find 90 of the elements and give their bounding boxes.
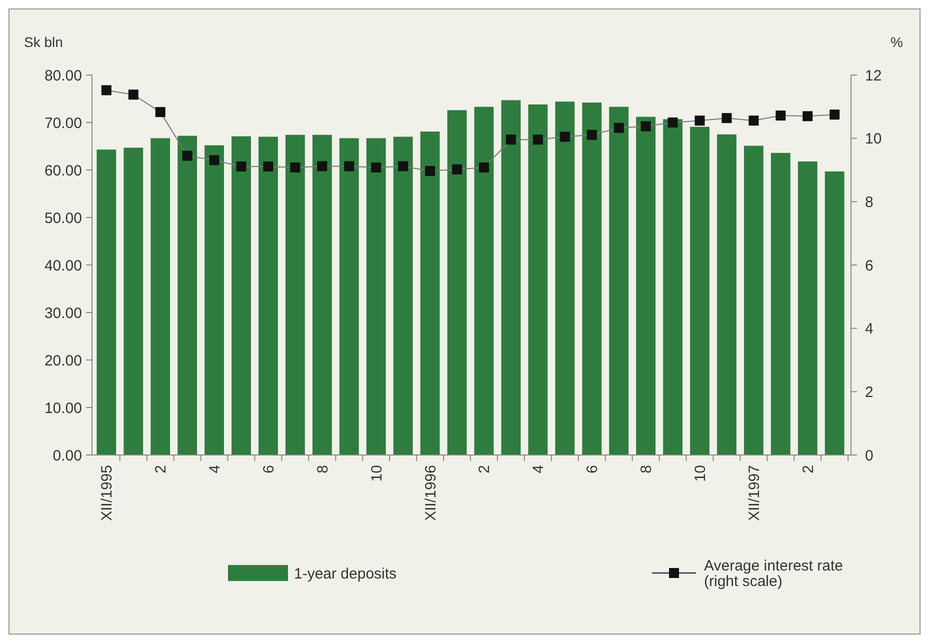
point bbox=[506, 134, 516, 145]
point bbox=[236, 162, 246, 172]
point bbox=[614, 122, 624, 133]
y-tick-label: 50.00 bbox=[44, 210, 82, 227]
bar bbox=[824, 171, 844, 455]
point bbox=[748, 116, 759, 126]
point bbox=[586, 130, 597, 140]
y2-tick-label: 8 bbox=[865, 194, 874, 211]
y2-tick-label: 6 bbox=[865, 257, 874, 274]
point bbox=[802, 111, 813, 122]
point bbox=[830, 110, 840, 120]
x-tick-label: XII/1995 bbox=[98, 465, 116, 521]
legend-label: Average interest rate (right scale) bbox=[704, 557, 843, 590]
y-tick-label: 10.00 bbox=[44, 400, 82, 417]
point bbox=[722, 113, 732, 124]
y-tick-label: 0.00 bbox=[52, 447, 82, 464]
x-tick-label: 2 bbox=[152, 465, 170, 474]
bar bbox=[501, 100, 521, 455]
point bbox=[128, 90, 138, 100]
bar bbox=[232, 136, 251, 455]
y2-tick-label: 12 bbox=[865, 67, 882, 84]
point bbox=[317, 161, 328, 172]
x-tick-label: 6 bbox=[584, 465, 602, 474]
bar bbox=[663, 119, 682, 455]
point bbox=[478, 162, 489, 172]
bar bbox=[555, 102, 575, 455]
y2-tick-label: 10 bbox=[865, 130, 882, 148]
point bbox=[209, 155, 220, 166]
point bbox=[290, 162, 300, 172]
y-tick-label: 60.00 bbox=[44, 162, 82, 180]
bar bbox=[690, 126, 710, 455]
point bbox=[182, 150, 192, 161]
point bbox=[694, 116, 705, 126]
bar bbox=[366, 138, 386, 455]
bar bbox=[636, 116, 656, 455]
bar bbox=[420, 132, 440, 455]
point bbox=[371, 162, 382, 172]
point bbox=[640, 121, 651, 132]
bar bbox=[770, 152, 790, 455]
point bbox=[668, 118, 678, 128]
x-tick-label: 10 bbox=[692, 465, 709, 482]
point bbox=[425, 166, 436, 176]
x-tick-label: 10 bbox=[368, 465, 386, 482]
x-tick-label: 6 bbox=[260, 465, 278, 474]
y2-tick-label: 2 bbox=[865, 384, 874, 401]
point bbox=[452, 164, 462, 174]
bar bbox=[528, 104, 548, 455]
y-tick-label: 80.00 bbox=[44, 67, 82, 84]
point bbox=[344, 161, 354, 172]
x-tick-label: 4 bbox=[206, 465, 224, 474]
y2-tick-label: 4 bbox=[865, 320, 874, 338]
x-tick-label: 2 bbox=[476, 465, 494, 474]
x-tick-label: 4 bbox=[530, 465, 548, 474]
bar bbox=[474, 106, 494, 455]
bar bbox=[717, 134, 736, 455]
bar bbox=[447, 110, 467, 455]
bar bbox=[96, 150, 116, 455]
point bbox=[263, 162, 274, 172]
y-tick-label: 70.00 bbox=[44, 114, 82, 132]
point bbox=[560, 132, 570, 142]
point bbox=[776, 110, 786, 121]
y-tick-label: 40.00 bbox=[44, 257, 82, 274]
x-tick-label: 2 bbox=[800, 465, 817, 474]
x-tick-label: 8 bbox=[638, 465, 656, 474]
y2-axis-title: % bbox=[890, 34, 903, 50]
bar bbox=[798, 161, 818, 455]
bar bbox=[339, 138, 359, 455]
legend-label: 1-year deposits bbox=[294, 565, 397, 582]
bar bbox=[150, 138, 170, 455]
y-axis-title: Sk bln bbox=[24, 34, 63, 50]
x-tick-label: XII/1996 bbox=[422, 465, 440, 521]
x-tick-label: 8 bbox=[314, 465, 332, 474]
y-tick-label: 20.00 bbox=[44, 352, 82, 370]
point bbox=[532, 134, 543, 145]
y-tick-label: 30.00 bbox=[44, 304, 82, 322]
bar bbox=[178, 136, 198, 455]
bar bbox=[393, 136, 413, 455]
bar bbox=[124, 148, 144, 455]
point bbox=[155, 107, 166, 118]
bar bbox=[258, 136, 278, 455]
bar bbox=[204, 145, 224, 455]
bar bbox=[609, 106, 629, 455]
bar bbox=[312, 134, 332, 455]
point bbox=[101, 85, 112, 96]
bar bbox=[285, 134, 305, 455]
x-tick-label: XII/1997 bbox=[746, 465, 763, 521]
point bbox=[398, 161, 408, 172]
bar bbox=[744, 146, 764, 455]
y2-tick-label: 0 bbox=[865, 447, 874, 464]
bar bbox=[582, 102, 602, 455]
